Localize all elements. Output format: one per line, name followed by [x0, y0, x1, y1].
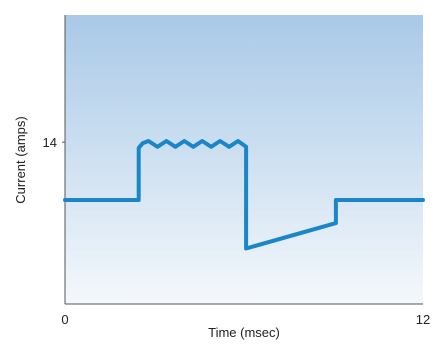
x-axis-label: Time (msec)	[208, 325, 280, 340]
plot-area	[65, 15, 423, 304]
x-tick-label: 12	[416, 312, 430, 327]
y-tick-label: 14	[43, 135, 57, 150]
x-tick-label: 0	[61, 312, 68, 327]
y-axis-label: Current (amps)	[13, 116, 28, 203]
current-series-line	[63, 139, 425, 251]
